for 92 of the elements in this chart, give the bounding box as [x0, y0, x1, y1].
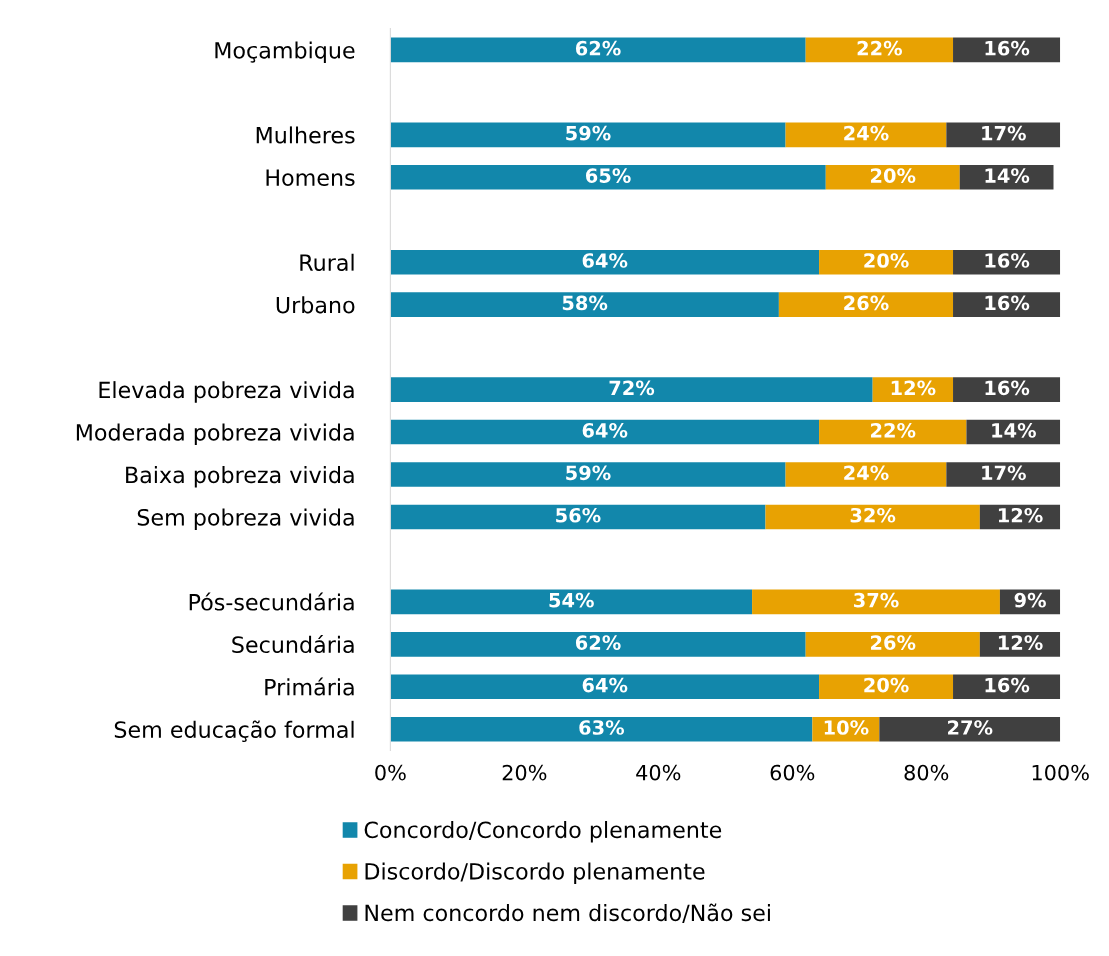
- bar: [819, 249, 954, 275]
- bar: [879, 716, 1061, 742]
- bar: [785, 122, 947, 148]
- bar: [390, 632, 806, 657]
- data-label: 16%: [985, 677, 1030, 693]
- bar: [390, 164, 826, 190]
- data-label: 17%: [982, 125, 1026, 141]
- y-tick-label: Moçambique: [215, 41, 355, 63]
- bar: [390, 122, 786, 148]
- data-label: 12%: [998, 507, 1043, 523]
- bar: [959, 164, 1054, 190]
- bar: [953, 249, 1061, 275]
- y-tick-label: Urbano: [276, 296, 355, 314]
- x-tick-label: 60%: [770, 764, 815, 781]
- bar: [825, 164, 960, 190]
- bar: [819, 674, 954, 700]
- data-label: 16%: [985, 295, 1030, 311]
- data-label: 26%: [844, 295, 889, 311]
- data-label: 54%: [549, 592, 594, 608]
- x-tick-label: 20%: [502, 764, 547, 781]
- bar: [953, 377, 1061, 402]
- bar: [390, 249, 820, 275]
- data-label: 37%: [854, 592, 899, 608]
- data-label: 63%: [579, 720, 625, 735]
- data-label: 14%: [992, 422, 1036, 438]
- y-tick-label: Primária: [265, 677, 354, 696]
- data-label: 20%: [871, 168, 916, 183]
- data-label: 10%: [824, 720, 869, 735]
- data-label: 24%: [844, 125, 889, 141]
- data-label: 16%: [985, 380, 1030, 396]
- data-label: 59%: [566, 465, 611, 481]
- data-label: 20%: [864, 253, 909, 268]
- data-label: 14%: [985, 168, 1030, 183]
- bar: [390, 462, 786, 487]
- y-tick-label: Sem pobreza vivida: [137, 508, 354, 531]
- bar: [390, 377, 873, 402]
- data-label: 65%: [586, 168, 631, 183]
- y-tick-label: Sem educação formal: [114, 720, 354, 742]
- bar: [390, 674, 820, 700]
- x-tick-label: 100%: [1032, 764, 1089, 781]
- y-tick-label: Moderada pobreza vivida: [76, 423, 354, 446]
- y-tick-label: Mulheres: [256, 126, 355, 144]
- data-label: 22%: [871, 422, 916, 438]
- bar: [819, 419, 967, 445]
- data-label: 59%: [566, 125, 611, 141]
- bar: [752, 589, 1000, 615]
- data-label: 12%: [998, 635, 1043, 650]
- data-label: 16%: [985, 40, 1030, 56]
- y-tick-label: Rural: [300, 253, 354, 271]
- x-tick-label: 0%: [375, 764, 406, 781]
- data-label: 58%: [562, 295, 608, 311]
- bar: [946, 462, 1061, 487]
- bar: [765, 504, 980, 530]
- data-label: 62%: [575, 40, 621, 56]
- bar: [390, 419, 820, 445]
- bar: [953, 674, 1061, 700]
- data-label: 62%: [575, 635, 621, 650]
- data-label: 64%: [582, 253, 628, 268]
- legend-label: Nem concordo nem discordo/Não sei: [365, 903, 770, 923]
- data-label: 9%: [1014, 592, 1046, 608]
- x-tick-label: 80%: [904, 764, 949, 781]
- data-label: 72%: [609, 380, 655, 396]
- bar: [390, 716, 813, 742]
- data-label: 12%: [891, 380, 936, 396]
- y-tick-label: Elevada pobreza vivida: [99, 381, 354, 403]
- data-label: 20%: [864, 677, 909, 693]
- bar: [778, 292, 954, 317]
- x-tick-label: 40%: [636, 764, 681, 781]
- data-label: 32%: [850, 507, 896, 523]
- data-label: 22%: [857, 40, 902, 56]
- y-tick-label: Baixa pobreza vivida: [126, 466, 354, 488]
- bar: [805, 37, 954, 63]
- bar: [953, 292, 1061, 317]
- y-tick-label: Homens: [266, 169, 355, 187]
- bar: [390, 589, 753, 615]
- data-label: 27%: [948, 720, 993, 735]
- data-label: 56%: [556, 507, 601, 523]
- data-label: 24%: [844, 465, 889, 481]
- data-label: 26%: [871, 635, 916, 650]
- data-label: 64%: [582, 677, 628, 693]
- bar: [785, 462, 947, 487]
- y-tick-label: Secundária: [232, 634, 354, 654]
- bar: [390, 292, 779, 317]
- data-label: 64%: [582, 422, 628, 438]
- data-label: 17%: [982, 465, 1026, 481]
- y-tick-label: Pós-secundária: [189, 592, 354, 611]
- bar: [805, 632, 980, 657]
- legend-label: Concordo/Concordo plenamente: [364, 820, 722, 843]
- bar: [390, 504, 766, 530]
- data-label: 16%: [985, 253, 1030, 268]
- legend-label: Discordo/Discordo plenamente: [365, 862, 705, 884]
- bar: [390, 37, 806, 63]
